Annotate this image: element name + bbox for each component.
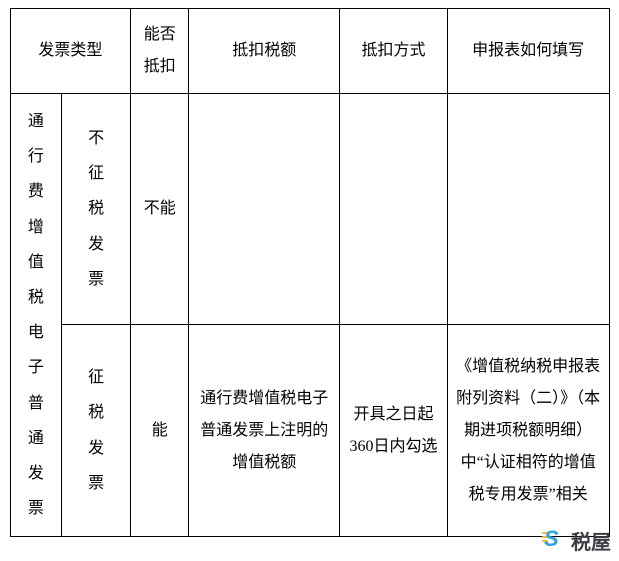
cell-deduct-method bbox=[340, 94, 448, 325]
cell-can-deduct: 能 bbox=[131, 324, 189, 536]
cell-type-main: 通行费增值税电子普通发票 bbox=[10, 94, 62, 537]
header-can-deduct: 能否抵扣 bbox=[131, 9, 189, 94]
header-form-fill: 申报表如何填写 bbox=[447, 9, 609, 94]
table-row: 征税发票 能 通行费增值税电子普通发票上注明的增值税额 开具之日起 360日内勾… bbox=[10, 324, 609, 536]
cell-can-deduct: 不能 bbox=[131, 94, 189, 325]
watermark-s-glyph: S bbox=[544, 528, 559, 550]
watermark: S 税屋 bbox=[542, 526, 611, 555]
cell-deduct-amount bbox=[189, 94, 340, 325]
cell-type-sub: 不征税发票 bbox=[62, 94, 131, 325]
table-row: 通行费增值税电子普通发票 不征税发票 不能 bbox=[10, 94, 609, 325]
cell-deduct-amount: 通行费增值税电子普通发票上注明的增值税额 bbox=[189, 324, 340, 536]
cell-type-sub: 征税发票 bbox=[62, 324, 131, 536]
watermark-text: 税屋 bbox=[571, 526, 611, 555]
cell-form-fill: 《增值税纳税申报表附列资料（二）》（本期进项税额明细）中“认证相符的增值税专用发… bbox=[447, 324, 609, 536]
cell-deduct-method: 开具之日起 360日内勾选 bbox=[340, 324, 448, 536]
header-deduct-amount: 抵扣税额 bbox=[189, 9, 340, 94]
tax-invoice-table: 发票类型 能否抵扣 抵扣税额 抵扣方式 申报表如何填写 通行费增值税电子普通发票… bbox=[10, 8, 610, 537]
watermark-logo-icon: S bbox=[542, 528, 568, 554]
type-main-text: 通行费增值税电子普通发票 bbox=[28, 104, 44, 526]
table-header-row: 发票类型 能否抵扣 抵扣税额 抵扣方式 申报表如何填写 bbox=[10, 9, 609, 94]
type-sub-text: 征税发票 bbox=[88, 360, 104, 501]
header-deduct-method: 抵扣方式 bbox=[340, 9, 448, 94]
cell-form-fill bbox=[447, 94, 609, 325]
type-sub-text: 不征税发票 bbox=[88, 121, 104, 297]
header-invoice-type: 发票类型 bbox=[10, 9, 131, 94]
